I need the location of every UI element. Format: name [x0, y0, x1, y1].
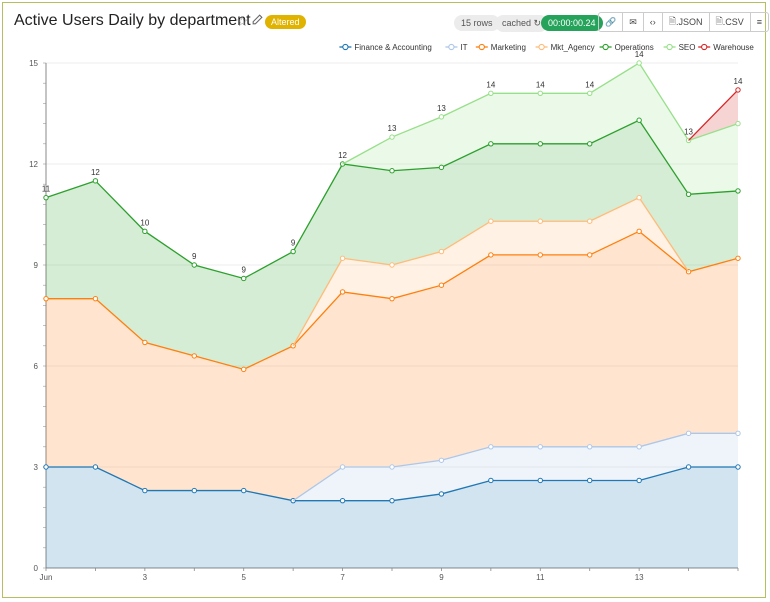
json-button[interactable]: 🗎 .JSON	[663, 13, 710, 31]
chart-title: Active Users Daily by department	[14, 12, 251, 29]
edit-icon[interactable]	[251, 13, 264, 26]
email-icon-button[interactable]: ✉	[623, 13, 644, 31]
file-icon: 🗎	[715, 16, 723, 26]
query-timer-badge: 00:00:00.24	[541, 15, 603, 31]
mail-icon: ✉	[629, 16, 637, 27]
menu-button[interactable]: ≡	[751, 13, 768, 31]
cached-badge[interactable]: cached ↻	[495, 15, 549, 32]
altered-badge[interactable]: Altered	[265, 15, 306, 29]
toolbar: 🔗 ✉ ‹› 🗎 .JSON 🗎 .CSV ≡	[598, 12, 770, 32]
rows-count-badge: 15 rows	[454, 15, 500, 31]
json-label: .JSON	[676, 17, 703, 27]
embed-icon-button[interactable]: ‹›	[644, 13, 663, 31]
refresh-icon[interactable]: ↻	[533, 18, 542, 28]
csv-label: .CSV	[722, 17, 744, 27]
link-icon-button[interactable]: 🔗	[599, 13, 624, 31]
link-icon: 🔗	[605, 16, 617, 27]
file-icon: 🗎	[668, 16, 677, 26]
hamburger-icon: ≡	[756, 17, 763, 27]
code-icon: ‹›	[649, 17, 656, 27]
csv-button[interactable]: 🗎 .CSV	[710, 13, 751, 31]
favorite-star-icon[interactable]: ☆	[236, 13, 249, 29]
cached-label: cached	[502, 18, 532, 28]
